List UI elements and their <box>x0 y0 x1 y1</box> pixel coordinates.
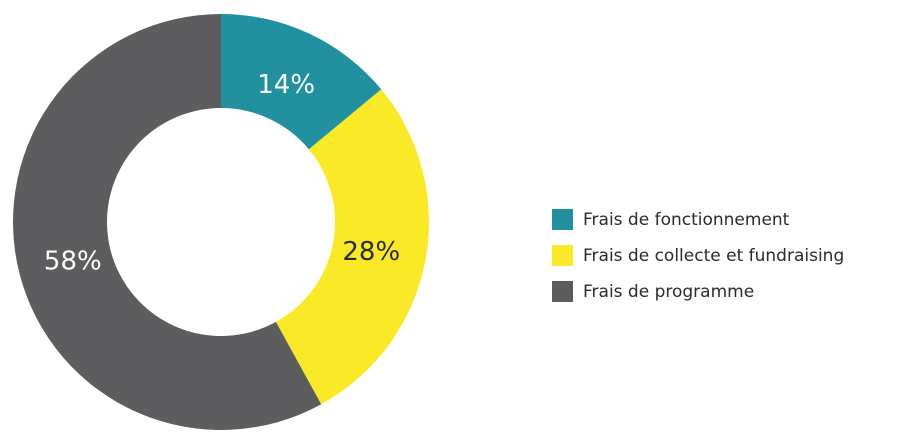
slice-label: 14% <box>257 70 315 100</box>
slice-label: 28% <box>342 237 400 267</box>
legend-label: Frais de fonctionnement <box>583 210 790 230</box>
slice <box>275 89 430 405</box>
legend-swatch <box>552 209 573 230</box>
slice <box>221 14 382 150</box>
slice-label: 58% <box>44 247 102 277</box>
legend-label: Frais de collecte et fundraising <box>583 246 844 266</box>
legend: Frais de fonctionnement Frais de collecte… <box>552 209 844 302</box>
donut: 14% 28% 58% <box>13 14 430 430</box>
slice <box>13 14 322 430</box>
legend-label: Frais de programme <box>583 282 754 302</box>
legend-swatch <box>552 245 573 266</box>
legend-swatch <box>552 281 573 302</box>
